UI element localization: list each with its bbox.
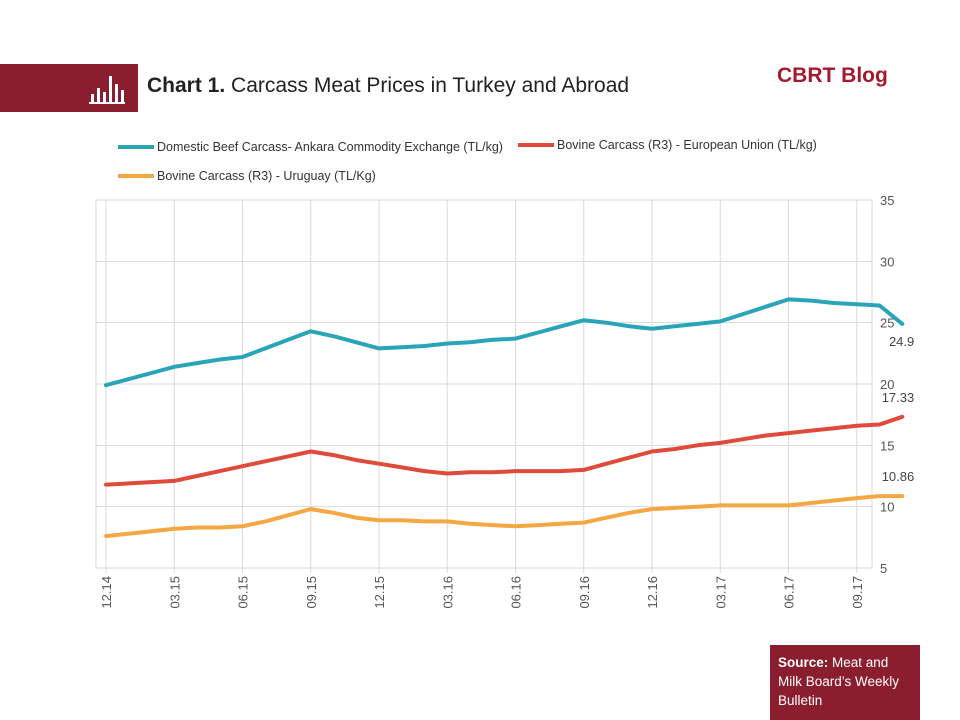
chart-title: Chart 1. Carcass Meat Prices in Turkey a… — [147, 74, 629, 98]
x-tick-label: 06.16 — [509, 576, 524, 609]
x-tick-label: 12.16 — [645, 576, 660, 609]
y-tick-label: 30 — [880, 254, 894, 269]
series-end-label-2: 10.86 — [882, 469, 915, 484]
y-tick-label: 35 — [880, 193, 894, 208]
x-tick-label: 12.14 — [99, 576, 114, 609]
x-tick-label: 03.17 — [713, 576, 728, 609]
series-end-label-0: 24.9 — [889, 334, 914, 349]
chart-title-rest: Carcass Meat Prices in Turkey and Abroad — [231, 74, 630, 97]
legend-swatch-domestic — [118, 145, 154, 149]
bar-chart-icon — [89, 76, 125, 104]
x-tick-label: 12.15 — [372, 576, 387, 609]
legend-label-eu: Bovine Carcass (R3) - European Union (TL… — [557, 138, 817, 152]
x-tick-label: 09.17 — [850, 576, 865, 609]
source-label: Source: — [778, 655, 829, 670]
series-line-2 — [104, 494, 905, 539]
chart-title-bold: Chart 1. — [147, 74, 226, 97]
x-tick-label: 06.17 — [782, 576, 797, 609]
y-tick-label: 20 — [880, 377, 894, 392]
title-bar — [0, 64, 685, 112]
y-tick-label: 15 — [880, 438, 894, 453]
x-tick-label: 09.15 — [304, 576, 319, 609]
source-box: Source: Meat and Milk Board’s Weekly Bul… — [770, 645, 920, 720]
legend-label-domestic: Domestic Beef Carcass- Ankara Commodity … — [157, 140, 503, 154]
x-tick-label: 06.15 — [236, 576, 251, 609]
legend-item-uruguay: Bovine Carcass (R3) - Uruguay (TL/Kg) — [118, 169, 376, 183]
legend-swatch-uruguay — [118, 174, 154, 178]
series-end-label-1: 17.33 — [882, 390, 915, 405]
legend-label-uruguay: Bovine Carcass (R3) - Uruguay (TL/Kg) — [157, 169, 376, 183]
source-text: Meat and Milk Board’s Weekly Bulletin — [778, 655, 900, 708]
x-tick-label: 09.16 — [577, 576, 592, 609]
legend-item-domestic: Domestic Beef Carcass- Ankara Commodity … — [118, 140, 503, 154]
y-tick-label: 25 — [880, 316, 894, 331]
brand-block — [0, 64, 138, 112]
legend-swatch-eu — [518, 143, 554, 147]
x-tick-label: 03.15 — [167, 576, 182, 609]
series-line-1 — [104, 414, 905, 487]
blog-name: CBRT Blog — [777, 64, 888, 87]
series-line-0 — [104, 297, 905, 388]
y-tick-label: 5 — [880, 561, 887, 576]
legend-item-eu: Bovine Carcass (R3) - European Union (TL… — [518, 138, 817, 152]
y-tick-label: 10 — [880, 500, 894, 515]
x-tick-label: 03.16 — [440, 576, 455, 609]
